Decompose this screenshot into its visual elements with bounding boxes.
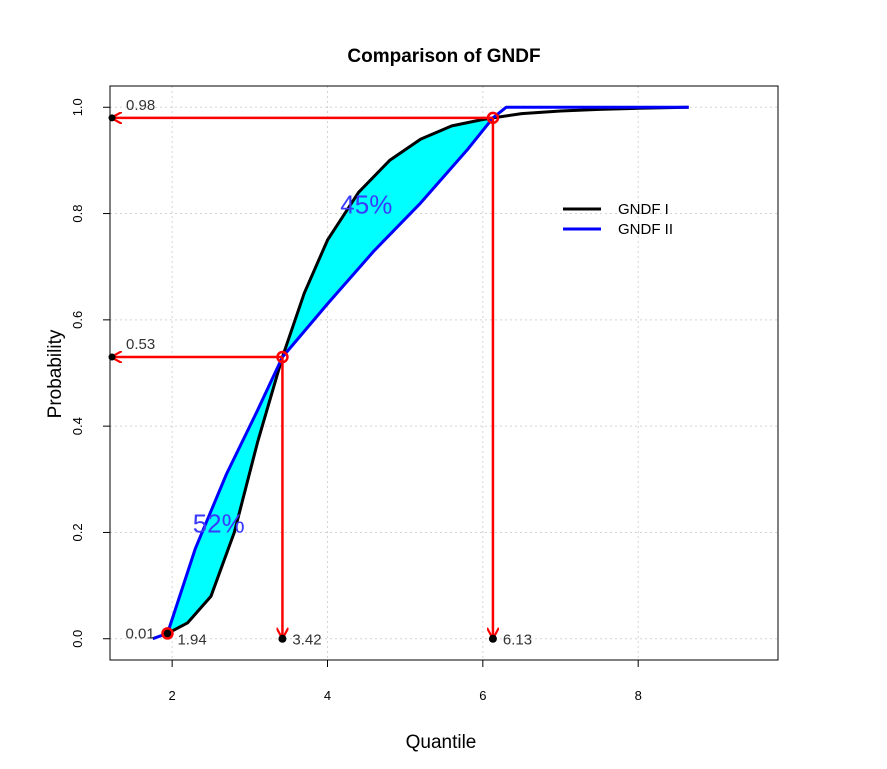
- x-tick-label-0: 2: [169, 688, 176, 703]
- probability-label-2: 0.98: [126, 97, 155, 114]
- x-tick-label-2: 6: [479, 688, 486, 703]
- plot-frame: [109, 85, 779, 661]
- quantile-base-point-2: [488, 634, 497, 643]
- area-between-curves: [167, 117, 493, 634]
- legend-label-1: GNDF II: [618, 221, 673, 238]
- region-percent-label-0: 52%: [193, 508, 245, 538]
- y-tick-label-3: 0.6: [70, 311, 85, 329]
- x-axis-label: Quantile: [406, 732, 477, 753]
- probability-label-1: 0.53: [126, 336, 155, 353]
- y-tick-label-1: 0.2: [70, 523, 85, 541]
- series-line-1: [152, 105, 689, 641]
- intersection-point-1: [276, 350, 289, 364]
- quantile-label-2: 6.13: [503, 632, 532, 649]
- quantile-label-1: 3.42: [292, 632, 321, 649]
- quantile-base-point-1: [278, 634, 287, 643]
- series-line-0: [166, 105, 689, 635]
- x-tick-label-1: 4: [324, 688, 331, 703]
- quantile-base-point-0: [163, 629, 172, 638]
- legend-label-0: GNDF I: [618, 201, 669, 218]
- quantile-label-0: 1.94: [177, 632, 206, 649]
- x-tick-label-3: 8: [635, 688, 642, 703]
- y-tick-label-4: 0.8: [70, 205, 85, 223]
- y-tick-label-0: 0.0: [70, 630, 85, 648]
- probability-label-0: 0.01: [125, 625, 154, 642]
- y-tick-label-5: 1.0: [70, 98, 85, 116]
- intersection-point-0: [161, 627, 174, 640]
- region-percent-label-1: 45%: [340, 190, 392, 220]
- plot-area: 1.94 3.42 6.13 0.01 0.53 0.98 52% 45% 2 4 6 8 0.0 0.2…: [70, 85, 779, 703]
- y-tick-label-2: 0.4: [70, 417, 85, 435]
- chart-title: Comparison of GNDF: [347, 46, 540, 67]
- intersection-point-2: [486, 111, 500, 125]
- y-axis-label: Probability: [45, 329, 66, 418]
